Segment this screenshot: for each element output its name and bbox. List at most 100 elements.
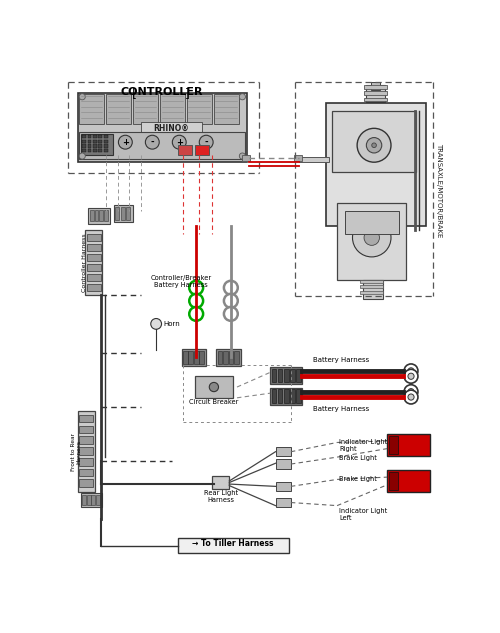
Bar bbox=[188, 351, 193, 364]
Bar bbox=[194, 145, 208, 154]
Bar bbox=[88, 140, 92, 143]
Circle shape bbox=[240, 94, 246, 100]
Bar bbox=[82, 140, 86, 143]
Circle shape bbox=[352, 218, 391, 257]
Bar bbox=[362, 280, 382, 299]
Bar bbox=[276, 482, 291, 491]
Bar bbox=[104, 135, 108, 139]
Bar bbox=[364, 91, 387, 95]
Bar bbox=[276, 498, 291, 507]
Circle shape bbox=[200, 135, 213, 149]
Bar bbox=[104, 140, 108, 143]
Bar bbox=[88, 144, 92, 147]
Bar bbox=[79, 94, 104, 123]
Bar bbox=[79, 468, 93, 477]
Text: Brake Light: Brake Light bbox=[340, 477, 378, 482]
Text: +: + bbox=[122, 137, 129, 147]
Text: Battery Harness: Battery Harness bbox=[313, 357, 369, 363]
Text: Controller Harness: Controller Harness bbox=[82, 234, 87, 292]
Bar bbox=[104, 144, 108, 147]
Bar bbox=[133, 94, 158, 123]
Circle shape bbox=[224, 281, 238, 294]
Circle shape bbox=[357, 128, 391, 162]
Bar bbox=[98, 144, 102, 147]
Bar bbox=[270, 367, 302, 384]
Bar bbox=[200, 351, 204, 364]
Circle shape bbox=[151, 318, 162, 329]
Text: Front to Rear
Harness: Front to Rear Harness bbox=[70, 433, 82, 471]
Text: Horn: Horn bbox=[164, 321, 180, 327]
Bar bbox=[98, 140, 102, 143]
Circle shape bbox=[79, 94, 86, 100]
Bar bbox=[272, 389, 276, 403]
Text: ]: ] bbox=[184, 87, 190, 100]
Bar bbox=[360, 285, 384, 289]
Bar bbox=[88, 149, 92, 152]
Text: TRANSAXLE/MOTOR/BRAKE: TRANSAXLE/MOTOR/BRAKE bbox=[436, 142, 442, 237]
Bar bbox=[284, 368, 288, 382]
Circle shape bbox=[118, 135, 132, 149]
Circle shape bbox=[190, 294, 203, 308]
Circle shape bbox=[404, 364, 418, 378]
Bar bbox=[294, 155, 302, 161]
Text: Battery Harness: Battery Harness bbox=[313, 406, 369, 411]
Text: Rear Light
Harness: Rear Light Harness bbox=[204, 490, 238, 503]
Bar bbox=[79, 425, 93, 433]
Bar bbox=[278, 368, 282, 382]
Circle shape bbox=[210, 382, 218, 392]
Text: Circuit Breaker: Circuit Breaker bbox=[189, 399, 238, 405]
Bar bbox=[298, 157, 330, 162]
Bar bbox=[79, 447, 93, 454]
Bar bbox=[79, 415, 93, 422]
Text: → To Tiller Harness: → To Tiller Harness bbox=[192, 539, 274, 549]
Bar bbox=[216, 349, 241, 367]
Circle shape bbox=[404, 369, 418, 383]
Bar bbox=[290, 368, 295, 382]
Bar bbox=[326, 103, 426, 226]
Circle shape bbox=[366, 137, 382, 153]
Bar bbox=[160, 94, 184, 123]
Bar bbox=[194, 351, 198, 364]
Circle shape bbox=[224, 294, 238, 308]
Bar bbox=[104, 149, 108, 152]
Bar bbox=[80, 134, 113, 155]
Bar bbox=[80, 493, 102, 507]
Bar bbox=[93, 140, 97, 143]
Circle shape bbox=[372, 143, 376, 147]
Text: Indicator Light
Right: Indicator Light Right bbox=[340, 439, 388, 451]
Circle shape bbox=[190, 281, 203, 294]
Bar bbox=[120, 207, 124, 220]
Circle shape bbox=[172, 135, 186, 149]
Bar bbox=[360, 291, 384, 294]
Bar bbox=[387, 434, 430, 456]
Bar bbox=[86, 230, 102, 296]
Bar bbox=[79, 132, 244, 159]
Bar bbox=[141, 122, 203, 133]
Bar bbox=[364, 85, 387, 89]
Bar bbox=[223, 351, 228, 364]
Text: Controller/Breaker
Battery Harness: Controller/Breaker Battery Harness bbox=[150, 275, 212, 287]
Bar bbox=[242, 155, 250, 161]
Bar bbox=[218, 351, 222, 364]
Text: Brake Light: Brake Light bbox=[340, 454, 378, 461]
Bar bbox=[337, 203, 406, 280]
Bar bbox=[212, 477, 230, 489]
Bar bbox=[228, 351, 233, 364]
Bar bbox=[87, 284, 101, 291]
Bar bbox=[182, 349, 206, 367]
Bar bbox=[284, 389, 288, 403]
Bar bbox=[79, 458, 93, 466]
Bar bbox=[87, 254, 101, 261]
Bar bbox=[187, 94, 212, 123]
Bar bbox=[79, 479, 93, 487]
Bar bbox=[87, 274, 101, 281]
Text: +: + bbox=[176, 137, 183, 147]
Circle shape bbox=[224, 307, 238, 321]
Circle shape bbox=[408, 394, 414, 400]
Bar bbox=[90, 210, 94, 222]
Bar bbox=[194, 376, 233, 398]
Bar bbox=[93, 135, 97, 139]
Circle shape bbox=[240, 153, 246, 159]
Bar bbox=[387, 470, 430, 492]
Circle shape bbox=[190, 307, 203, 321]
